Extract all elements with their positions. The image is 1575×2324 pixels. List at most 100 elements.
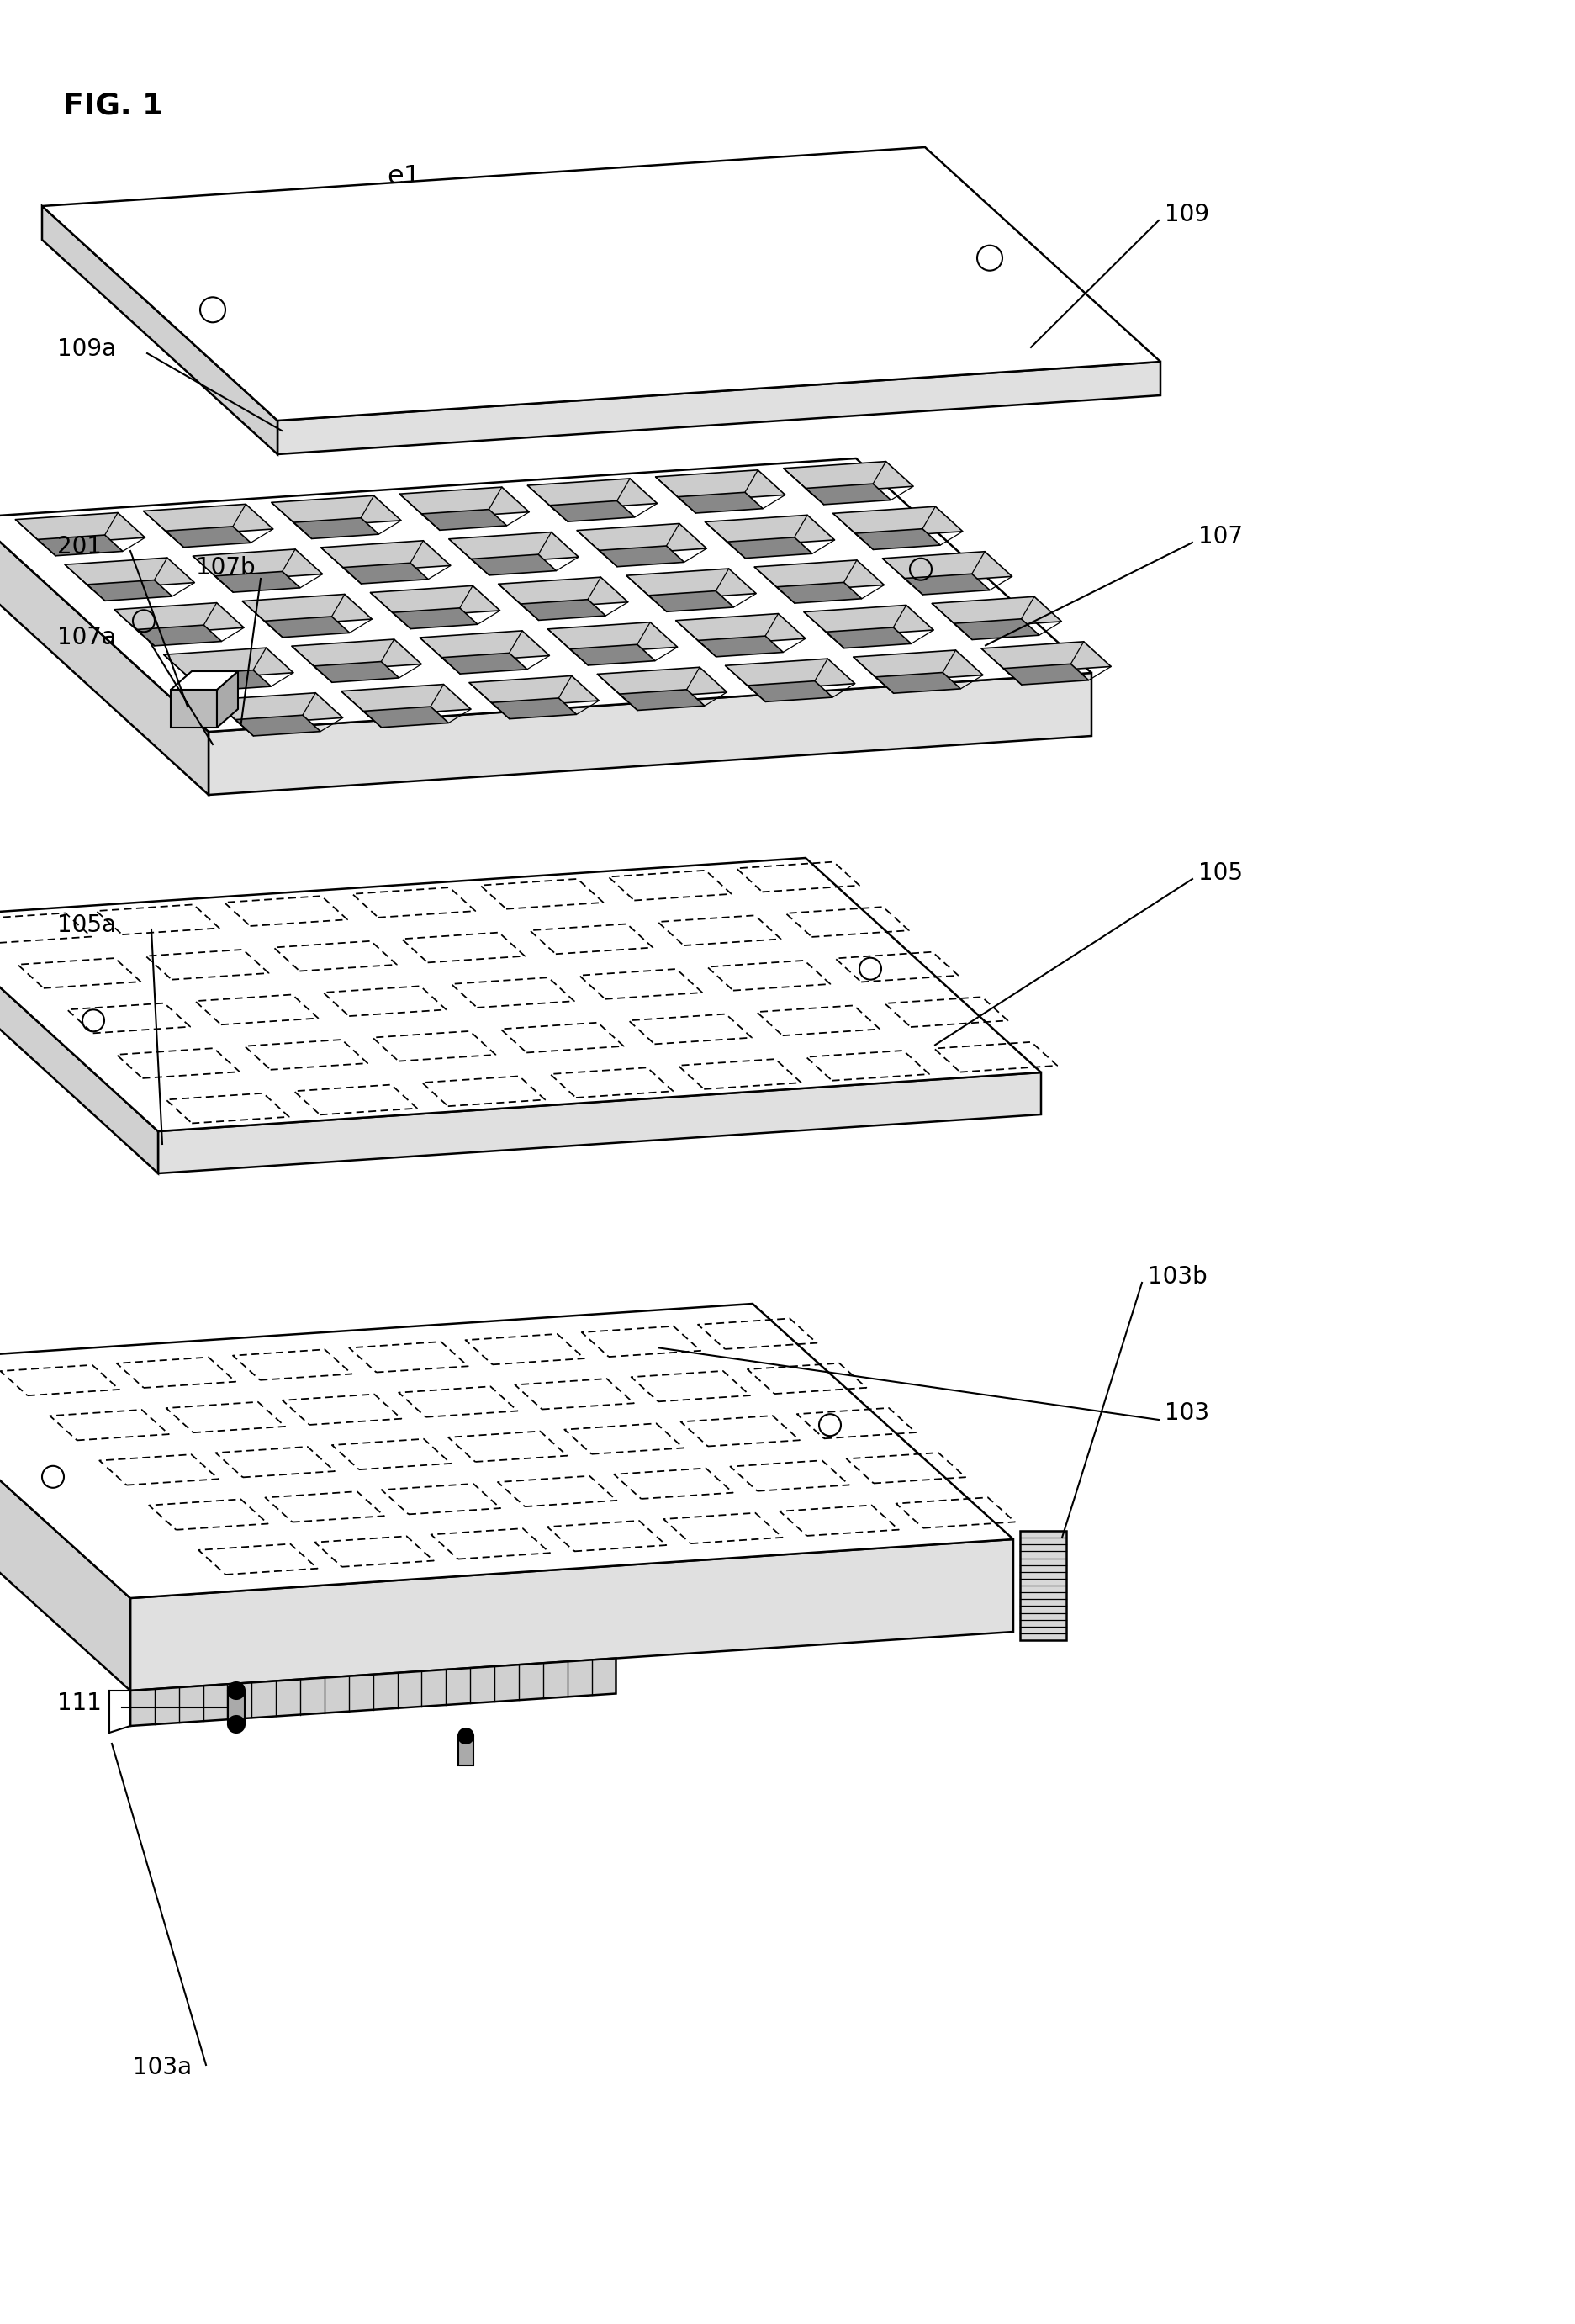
Polygon shape [954, 618, 1040, 639]
Text: FIG. 1: FIG. 1 [63, 91, 164, 119]
Polygon shape [392, 609, 477, 630]
Text: 201: 201 [57, 535, 102, 558]
Text: 109a: 109a [57, 337, 117, 360]
Polygon shape [597, 667, 728, 700]
Polygon shape [627, 569, 756, 600]
Polygon shape [137, 625, 222, 646]
Circle shape [228, 1715, 244, 1734]
Polygon shape [724, 658, 855, 690]
Polygon shape [548, 623, 677, 653]
Polygon shape [471, 555, 556, 576]
Polygon shape [855, 530, 940, 548]
Polygon shape [0, 518, 208, 795]
Polygon shape [806, 483, 891, 504]
Polygon shape [443, 653, 528, 674]
Polygon shape [833, 507, 962, 539]
Polygon shape [0, 1304, 1013, 1599]
Circle shape [228, 1683, 244, 1699]
Polygon shape [655, 469, 786, 502]
Polygon shape [158, 1071, 1041, 1174]
Text: 103: 103 [1164, 1401, 1210, 1425]
Text: e1: e1 [387, 165, 421, 191]
Polygon shape [521, 600, 606, 621]
Polygon shape [422, 509, 507, 530]
Circle shape [458, 1729, 474, 1743]
Polygon shape [343, 562, 428, 583]
Polygon shape [698, 637, 783, 658]
Polygon shape [1003, 665, 1088, 686]
Polygon shape [295, 518, 378, 539]
Polygon shape [370, 586, 499, 618]
Polygon shape [277, 363, 1161, 453]
Text: 107a: 107a [57, 625, 117, 648]
FancyBboxPatch shape [228, 1690, 244, 1724]
Polygon shape [498, 576, 628, 609]
Polygon shape [728, 537, 813, 558]
Polygon shape [87, 581, 172, 602]
Polygon shape [706, 516, 835, 546]
Polygon shape [0, 458, 1091, 732]
Polygon shape [243, 595, 372, 625]
Polygon shape [1021, 1532, 1066, 1641]
Polygon shape [143, 504, 272, 537]
Polygon shape [165, 528, 250, 546]
Polygon shape [265, 616, 350, 637]
Text: 105a: 105a [57, 913, 117, 937]
Polygon shape [217, 672, 238, 727]
Polygon shape [449, 532, 578, 565]
Polygon shape [0, 1362, 131, 1690]
Polygon shape [291, 639, 422, 672]
Polygon shape [400, 488, 529, 518]
Polygon shape [748, 681, 833, 702]
Polygon shape [0, 916, 158, 1174]
Polygon shape [216, 572, 301, 593]
Polygon shape [65, 558, 195, 590]
Text: 107: 107 [1199, 525, 1243, 548]
Polygon shape [213, 693, 343, 725]
Text: 111: 111 [57, 1692, 102, 1715]
Polygon shape [43, 146, 1161, 421]
Polygon shape [676, 614, 805, 646]
Polygon shape [882, 551, 1013, 583]
Polygon shape [528, 479, 657, 511]
Polygon shape [421, 630, 550, 662]
Polygon shape [550, 502, 635, 521]
Polygon shape [313, 662, 398, 683]
Polygon shape [131, 1538, 1013, 1690]
Polygon shape [38, 535, 123, 555]
Polygon shape [131, 1659, 616, 1727]
Text: 107b: 107b [195, 555, 255, 579]
Polygon shape [208, 674, 1091, 795]
Polygon shape [342, 683, 471, 716]
Polygon shape [164, 648, 293, 679]
Polygon shape [876, 672, 961, 693]
Polygon shape [570, 644, 655, 665]
Polygon shape [364, 706, 449, 727]
Text: 103a: 103a [132, 2057, 192, 2080]
Text: 105: 105 [1199, 862, 1243, 885]
FancyBboxPatch shape [458, 1736, 474, 1766]
Polygon shape [469, 676, 598, 706]
Text: 109: 109 [1164, 202, 1210, 225]
Polygon shape [170, 672, 238, 690]
Polygon shape [576, 523, 707, 555]
Polygon shape [16, 514, 145, 544]
Polygon shape [598, 546, 684, 567]
Polygon shape [932, 597, 1062, 627]
Polygon shape [776, 583, 862, 604]
Polygon shape [0, 858, 1041, 1132]
Text: 103b: 103b [1148, 1264, 1208, 1287]
Polygon shape [827, 627, 912, 648]
Polygon shape [677, 493, 762, 514]
Polygon shape [43, 207, 277, 453]
Polygon shape [981, 641, 1110, 674]
Polygon shape [321, 541, 450, 572]
Polygon shape [649, 590, 734, 611]
Polygon shape [236, 716, 320, 737]
Polygon shape [170, 690, 217, 727]
Polygon shape [854, 651, 983, 681]
Polygon shape [192, 548, 323, 581]
Polygon shape [619, 690, 704, 711]
Polygon shape [754, 560, 884, 593]
Polygon shape [186, 669, 271, 690]
